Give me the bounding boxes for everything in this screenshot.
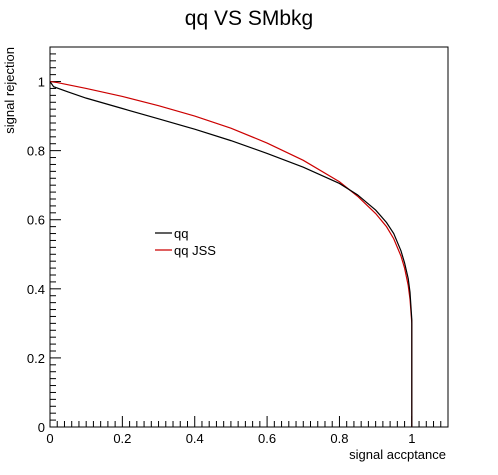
y-tick-label: 0.2 <box>27 351 45 366</box>
chart-title: qq VS SMbkg <box>185 7 313 30</box>
y-tick-label: 0 <box>38 420 45 435</box>
y-tick-label: 0.8 <box>27 144 45 159</box>
x-tick-label: 0.4 <box>186 431 204 446</box>
y-tick-label: 1 <box>38 75 45 90</box>
legend-label: qq <box>174 226 188 241</box>
y-tick-label: 0.6 <box>27 213 45 228</box>
x-tick-label: 0.8 <box>330 431 348 446</box>
x-tick-label: 0.6 <box>258 431 276 446</box>
plot-frame <box>49 46 449 428</box>
x-tick-label: 0.2 <box>113 431 131 446</box>
x-tick-label: 1 <box>408 431 415 446</box>
x-axis-ticks: 0 0.2 0.4 0.6 0.8 1 <box>46 416 449 446</box>
legend-label: qq JSS <box>174 243 216 258</box>
legend: qq qq JSS <box>155 226 216 258</box>
x-tick-label: 0 <box>46 431 53 446</box>
series-line-qq-jss <box>49 80 413 427</box>
y-axis-ticks: 0 0.2 0.4 0.6 0.8 1 <box>27 46 61 435</box>
series-layer <box>49 80 413 427</box>
y-tick-label: 0.4 <box>27 282 45 297</box>
series-line-qq <box>49 81 413 427</box>
x-axis-title: signal accptance <box>349 447 446 462</box>
y-axis-title: signal rejection <box>2 47 17 134</box>
